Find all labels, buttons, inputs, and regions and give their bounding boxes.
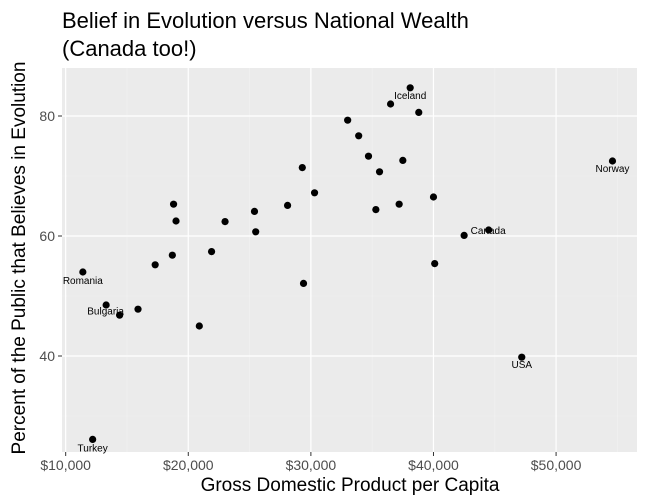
- y-tick-label: 40: [39, 348, 55, 364]
- data-point: [102, 301, 110, 309]
- data-point: [518, 353, 526, 361]
- plot-panel: [62, 68, 637, 452]
- data-point: [298, 164, 306, 172]
- data-point: [372, 206, 380, 214]
- data-point: [485, 226, 493, 234]
- data-point: [252, 228, 260, 236]
- point-label: Romania: [63, 276, 103, 287]
- data-point: [399, 156, 407, 164]
- data-point: [386, 100, 395, 108]
- data-point: [431, 260, 439, 268]
- data-point: [283, 201, 292, 209]
- data-point: [195, 322, 203, 330]
- data-point: [116, 311, 124, 319]
- point-labels: Romania Turkey Bulgaria Iceland Canada USA Nor…: [63, 91, 630, 455]
- x-tick-label: $20,000: [163, 457, 214, 473]
- point-label: USA: [511, 360, 532, 371]
- data-point: [415, 108, 423, 116]
- data-point: [395, 200, 403, 208]
- chart-title: Belief in Evolution versus National Weal…: [62, 8, 469, 33]
- x-tick-label: $50,000: [531, 457, 582, 473]
- data-point: [608, 157, 617, 165]
- point-label: Canada: [471, 226, 506, 237]
- x-tick-label: $30,000: [286, 457, 337, 473]
- data-point: [151, 261, 159, 269]
- grid-lines: [62, 68, 637, 452]
- data-point: [460, 231, 468, 239]
- y-tick-label: 80: [39, 108, 55, 124]
- data-point: [355, 132, 363, 140]
- data-point: [134, 305, 142, 313]
- data-point: [406, 84, 414, 92]
- x-axis-title: Gross Domestic Product per Capita: [201, 475, 500, 496]
- data-point: [299, 279, 308, 287]
- point-label: Bulgaria: [87, 307, 124, 318]
- x-tick-label: $40,000: [408, 457, 459, 473]
- point-label: Turkey: [78, 443, 108, 454]
- data-points: [79, 84, 617, 443]
- data-point: [375, 168, 384, 176]
- point-label: Norway: [596, 164, 630, 175]
- data-point: [89, 435, 97, 443]
- data-point: [79, 268, 87, 276]
- data-point: [310, 189, 319, 197]
- data-point: [429, 193, 438, 201]
- chart-subtitle: (Canada too!): [62, 36, 197, 61]
- point-label: Iceland: [394, 91, 426, 102]
- x-tick-label: $10,000: [40, 457, 91, 473]
- data-point: [250, 207, 259, 215]
- axis-ticks: $10,000 $20,000 $30,000 $40,000 $50,000 40 60 8…: [39, 108, 581, 473]
- data-point: [344, 116, 352, 124]
- y-axis-title: Percent of the Public that Believes in E…: [9, 62, 30, 455]
- data-point: [168, 251, 176, 259]
- data-point: [221, 218, 229, 226]
- data-point: [169, 200, 178, 208]
- data-point: [364, 152, 373, 160]
- y-tick-label: 60: [39, 228, 55, 244]
- data-point: [172, 217, 180, 225]
- data-point: [207, 248, 216, 256]
